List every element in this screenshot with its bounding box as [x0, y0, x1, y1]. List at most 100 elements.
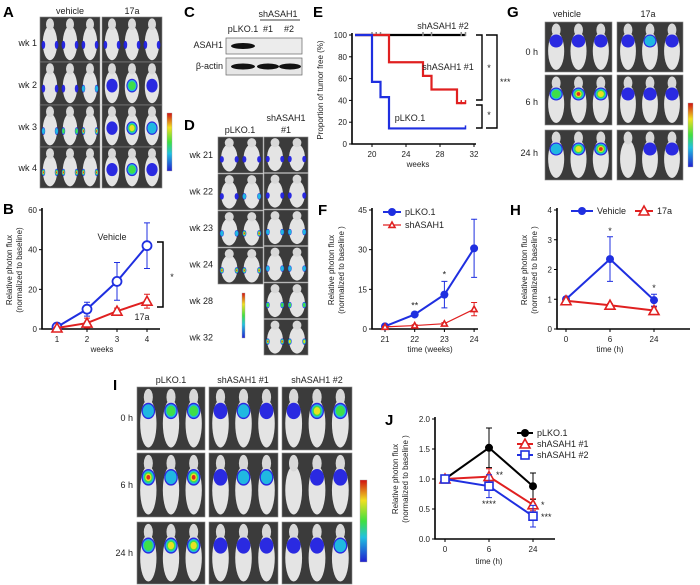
row-label: 24 h — [115, 548, 133, 558]
series-label-vehicle: Vehicle — [97, 232, 126, 242]
mouse-head — [551, 76, 561, 90]
y-tick-label: 1 — [548, 295, 553, 304]
mouse — [221, 144, 238, 172]
row-label: wk 3 — [17, 122, 37, 132]
x-tick-label: 21 — [381, 335, 390, 344]
column-header: 17a — [640, 9, 655, 19]
y-axis-label-sub: (normalized to baseline) — [15, 227, 24, 313]
signal-blob — [242, 193, 246, 199]
color-scale-bar — [359, 479, 368, 563]
mouse — [267, 326, 283, 354]
y-tick-label: 20 — [338, 118, 347, 127]
signal-blob — [549, 34, 563, 48]
row-label: wk 32 — [188, 333, 213, 343]
signal-blob — [128, 81, 136, 91]
signal-blob — [235, 230, 239, 236]
x-tick-label: 1 — [55, 335, 60, 344]
bioluminescence-image — [217, 136, 264, 174]
y-tick-label: 100 — [334, 31, 348, 40]
mouse-head — [143, 454, 153, 472]
x-tick-label: 22 — [410, 335, 419, 344]
signal-blob — [266, 265, 270, 272]
bioluminescence-image — [281, 452, 353, 518]
signal-blob — [310, 469, 324, 486]
signal-blob — [156, 40, 161, 49]
x-axis-label: time (h) — [596, 345, 623, 354]
row-label: 0 h — [525, 47, 538, 57]
column-header: shASAH1 #2 — [291, 375, 343, 385]
data-point — [603, 298, 617, 311]
mouse-head — [335, 454, 346, 472]
mouse — [243, 218, 260, 246]
series-shasah1 — [380, 302, 479, 331]
signal-blob — [281, 340, 283, 343]
y-tick-label: 40 — [28, 246, 37, 255]
mouse — [42, 70, 58, 104]
signal-blob — [106, 162, 118, 177]
signal-blob — [146, 474, 151, 480]
bioluminescence-image — [136, 386, 206, 451]
bioluminescence-image — [263, 246, 309, 283]
signal-blob — [190, 541, 197, 550]
signal-blob — [643, 87, 657, 101]
panel-label-b: B — [3, 201, 14, 218]
signal-blob — [136, 40, 141, 49]
signal-blob — [62, 171, 64, 174]
mouse — [62, 155, 78, 187]
y-axis-label: Relative photon flux — [5, 235, 14, 305]
data-point — [484, 481, 494, 492]
data-point — [521, 429, 529, 437]
bioluminescence-image — [101, 61, 163, 106]
series-label-17a: 17a — [134, 312, 149, 322]
mouse — [289, 326, 305, 354]
data-point — [80, 316, 94, 328]
significance-star: **** — [482, 499, 497, 509]
mouse-head — [574, 23, 583, 37]
x-tick-label: 24 — [470, 335, 479, 344]
mouse-head — [215, 523, 226, 540]
series-17a — [559, 294, 661, 316]
mouse-head — [148, 106, 156, 118]
bioluminescence-image — [217, 173, 264, 211]
mouse-head — [261, 454, 272, 472]
survival-curve-plko-1 — [355, 33, 467, 130]
mouse — [620, 140, 636, 178]
data-point — [440, 474, 450, 484]
bioluminescence-image — [136, 521, 206, 585]
bioluminescence-image — [101, 16, 163, 63]
data-point — [578, 207, 586, 215]
bioluminescence-image — [39, 61, 101, 106]
signal-blob — [242, 156, 247, 163]
mouse — [267, 144, 283, 172]
mouse-head — [224, 212, 234, 222]
signal-blob — [621, 87, 635, 101]
bioluminescence-image — [281, 521, 353, 585]
mouse-head — [46, 106, 54, 118]
bioluminescence-image — [281, 386, 353, 451]
mouse-head — [189, 523, 199, 540]
signal-blob — [288, 229, 292, 235]
mouse — [221, 181, 238, 209]
mouse-head — [292, 211, 302, 221]
data-point — [469, 304, 479, 313]
mouse-head — [623, 76, 633, 90]
mouse-head — [247, 138, 257, 148]
mouse-head — [143, 523, 153, 540]
lane-label: #1 — [263, 24, 273, 34]
significance-bracket — [486, 34, 498, 129]
y-axis-label-sub: (normalized to baseline ) — [401, 435, 410, 523]
mouse-head — [66, 63, 74, 75]
bioluminescence-image — [101, 146, 163, 189]
mouse-head — [238, 388, 249, 406]
mouse — [82, 155, 98, 187]
column-header: shASAH1 #1 — [217, 375, 269, 385]
signal-blob — [644, 35, 656, 47]
row-label: 6 h — [120, 480, 133, 490]
signal-blob — [96, 129, 98, 133]
signal-blob — [41, 127, 45, 135]
signal-blob — [234, 193, 239, 200]
legend-label: pLKO.1 — [405, 207, 436, 217]
row-label: wk 2 — [17, 80, 37, 90]
row-label: wk 21 — [188, 150, 213, 160]
